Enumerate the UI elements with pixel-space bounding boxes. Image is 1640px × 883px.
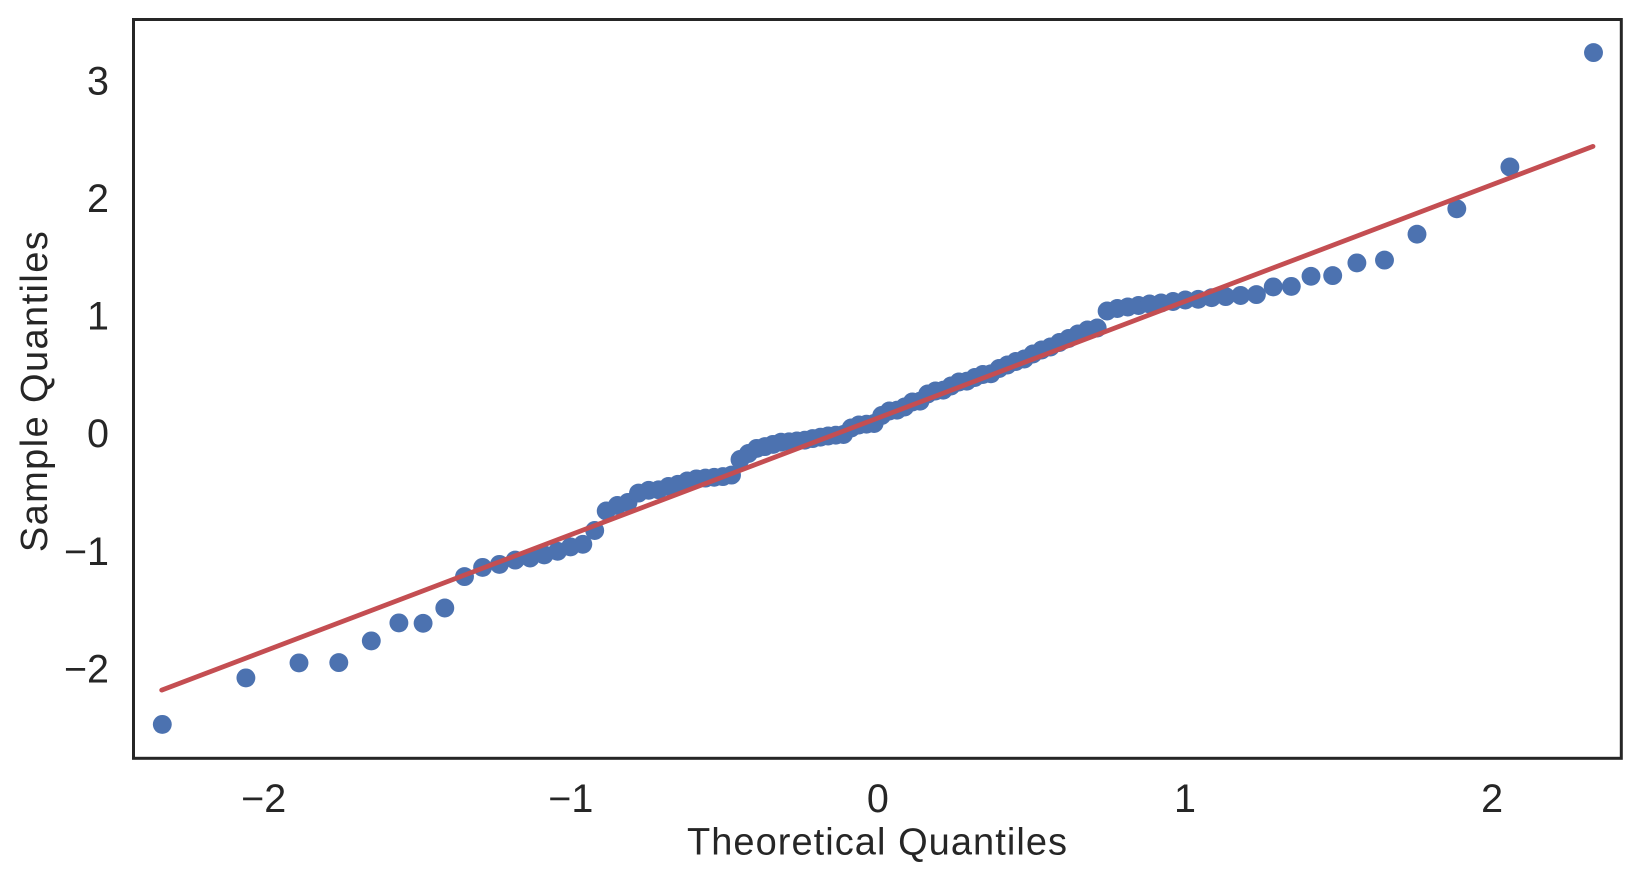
svg-text:Theoretical Quantiles: Theoretical Quantiles — [687, 822, 1068, 864]
svg-text:0: 0 — [867, 777, 889, 821]
svg-text:1: 1 — [1174, 777, 1196, 821]
svg-text:−1: −1 — [64, 530, 109, 574]
svg-text:Sample Quantiles: Sample Quantiles — [14, 230, 56, 552]
svg-text:0: 0 — [87, 412, 109, 456]
svg-text:−2: −2 — [241, 777, 286, 821]
svg-text:−1: −1 — [548, 777, 593, 821]
svg-text:−2: −2 — [64, 647, 109, 691]
svg-text:1: 1 — [87, 295, 109, 339]
svg-text:2: 2 — [1481, 777, 1503, 821]
svg-text:2: 2 — [87, 177, 109, 221]
svg-text:3: 3 — [87, 59, 109, 103]
